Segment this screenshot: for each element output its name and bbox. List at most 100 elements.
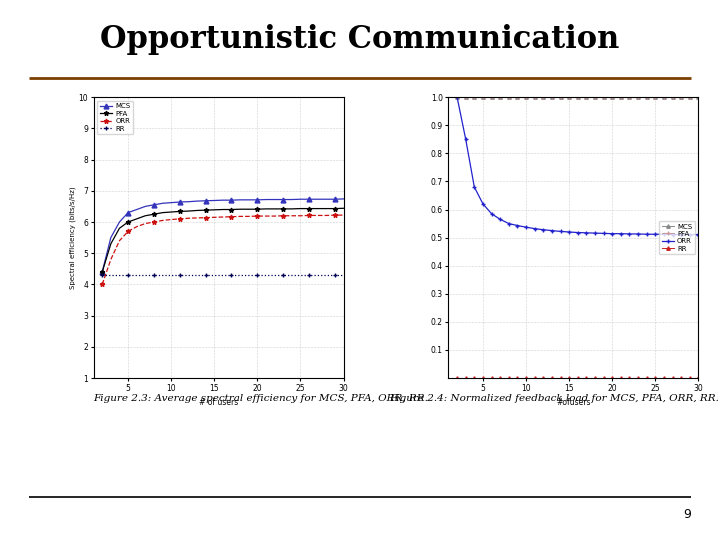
RR [305, 272, 313, 278]
ORR [582, 230, 590, 236]
Line: MCS: MCS [455, 96, 700, 99]
PFA [202, 207, 210, 213]
RR [548, 375, 557, 381]
PFA [107, 241, 115, 247]
RR [132, 272, 141, 278]
MCS [219, 197, 228, 204]
MCS [124, 210, 132, 216]
ORR [322, 212, 330, 219]
RR [496, 375, 505, 381]
MCS [582, 94, 590, 100]
ORR [677, 231, 685, 238]
Text: Opportunistic Communication: Opportunistic Communication [100, 24, 620, 55]
ORR [150, 219, 158, 225]
PFA [531, 94, 539, 100]
PFA [228, 206, 236, 213]
ORR [513, 222, 522, 229]
RR [573, 375, 582, 381]
MCS [462, 94, 470, 100]
PFA [158, 210, 167, 216]
RR [599, 375, 608, 381]
MCS [98, 269, 107, 275]
MCS [167, 199, 176, 206]
RR [244, 272, 253, 278]
PFA [582, 94, 590, 100]
Text: Figure 2.4: Normalized feedback load for MCS, PFA, ORR, RR.: Figure 2.4: Normalized feedback load for… [389, 394, 719, 403]
ORR [253, 213, 261, 219]
ORR [107, 256, 115, 262]
PFA [98, 269, 107, 275]
MCS [513, 94, 522, 100]
PFA [305, 205, 313, 212]
MCS [228, 197, 236, 204]
ORR [141, 220, 150, 227]
MCS [556, 94, 564, 100]
RR [219, 272, 228, 278]
RR [150, 272, 158, 278]
PFA [124, 219, 132, 225]
MCS [339, 195, 348, 202]
MCS [305, 196, 313, 202]
ORR [599, 230, 608, 237]
ORR [453, 94, 462, 100]
X-axis label: # of users: # of users [199, 398, 238, 407]
PFA [453, 94, 462, 100]
MCS [685, 94, 694, 100]
PFA [141, 213, 150, 219]
RR [270, 272, 279, 278]
RR [668, 375, 677, 381]
RR [539, 375, 548, 381]
RR [651, 375, 660, 381]
X-axis label: #ofusers: #ofusers [556, 398, 590, 407]
MCS [539, 94, 548, 100]
MCS [107, 234, 115, 241]
ORR [634, 231, 642, 237]
RR [531, 375, 539, 381]
RR [202, 272, 210, 278]
PFA [685, 94, 694, 100]
RR [210, 272, 219, 278]
PFA [462, 94, 470, 100]
PFA [176, 208, 184, 214]
ORR [505, 220, 513, 227]
MCS [548, 94, 557, 100]
RR [634, 375, 642, 381]
RR [522, 375, 531, 381]
MCS [141, 203, 150, 210]
MCS [522, 94, 531, 100]
RR [158, 272, 167, 278]
MCS [694, 94, 703, 100]
PFA [505, 94, 513, 100]
ORR [470, 184, 479, 190]
MCS [453, 94, 462, 100]
RR [253, 272, 261, 278]
ORR [296, 213, 305, 219]
RR [115, 272, 124, 278]
ORR [642, 231, 651, 238]
RR [625, 375, 634, 381]
MCS [150, 201, 158, 208]
MCS [313, 196, 322, 202]
PFA [651, 94, 660, 100]
RR [590, 375, 599, 381]
MCS [590, 94, 599, 100]
MCS [564, 94, 573, 100]
PFA [573, 94, 582, 100]
ORR [313, 212, 322, 219]
PFA [539, 94, 548, 100]
ORR [573, 230, 582, 236]
MCS [193, 198, 202, 204]
RR [287, 272, 296, 278]
ORR [522, 224, 531, 231]
PFA [522, 94, 531, 100]
PFA [339, 205, 348, 212]
ORR [184, 215, 193, 221]
RR [235, 272, 244, 278]
PFA [210, 207, 219, 213]
PFA [625, 94, 634, 100]
Legend: MCS, PFA, ORR, RR: MCS, PFA, ORR, RR [97, 100, 133, 134]
MCS [660, 94, 668, 100]
ORR [496, 216, 505, 222]
MCS [479, 94, 487, 100]
MCS [625, 94, 634, 100]
